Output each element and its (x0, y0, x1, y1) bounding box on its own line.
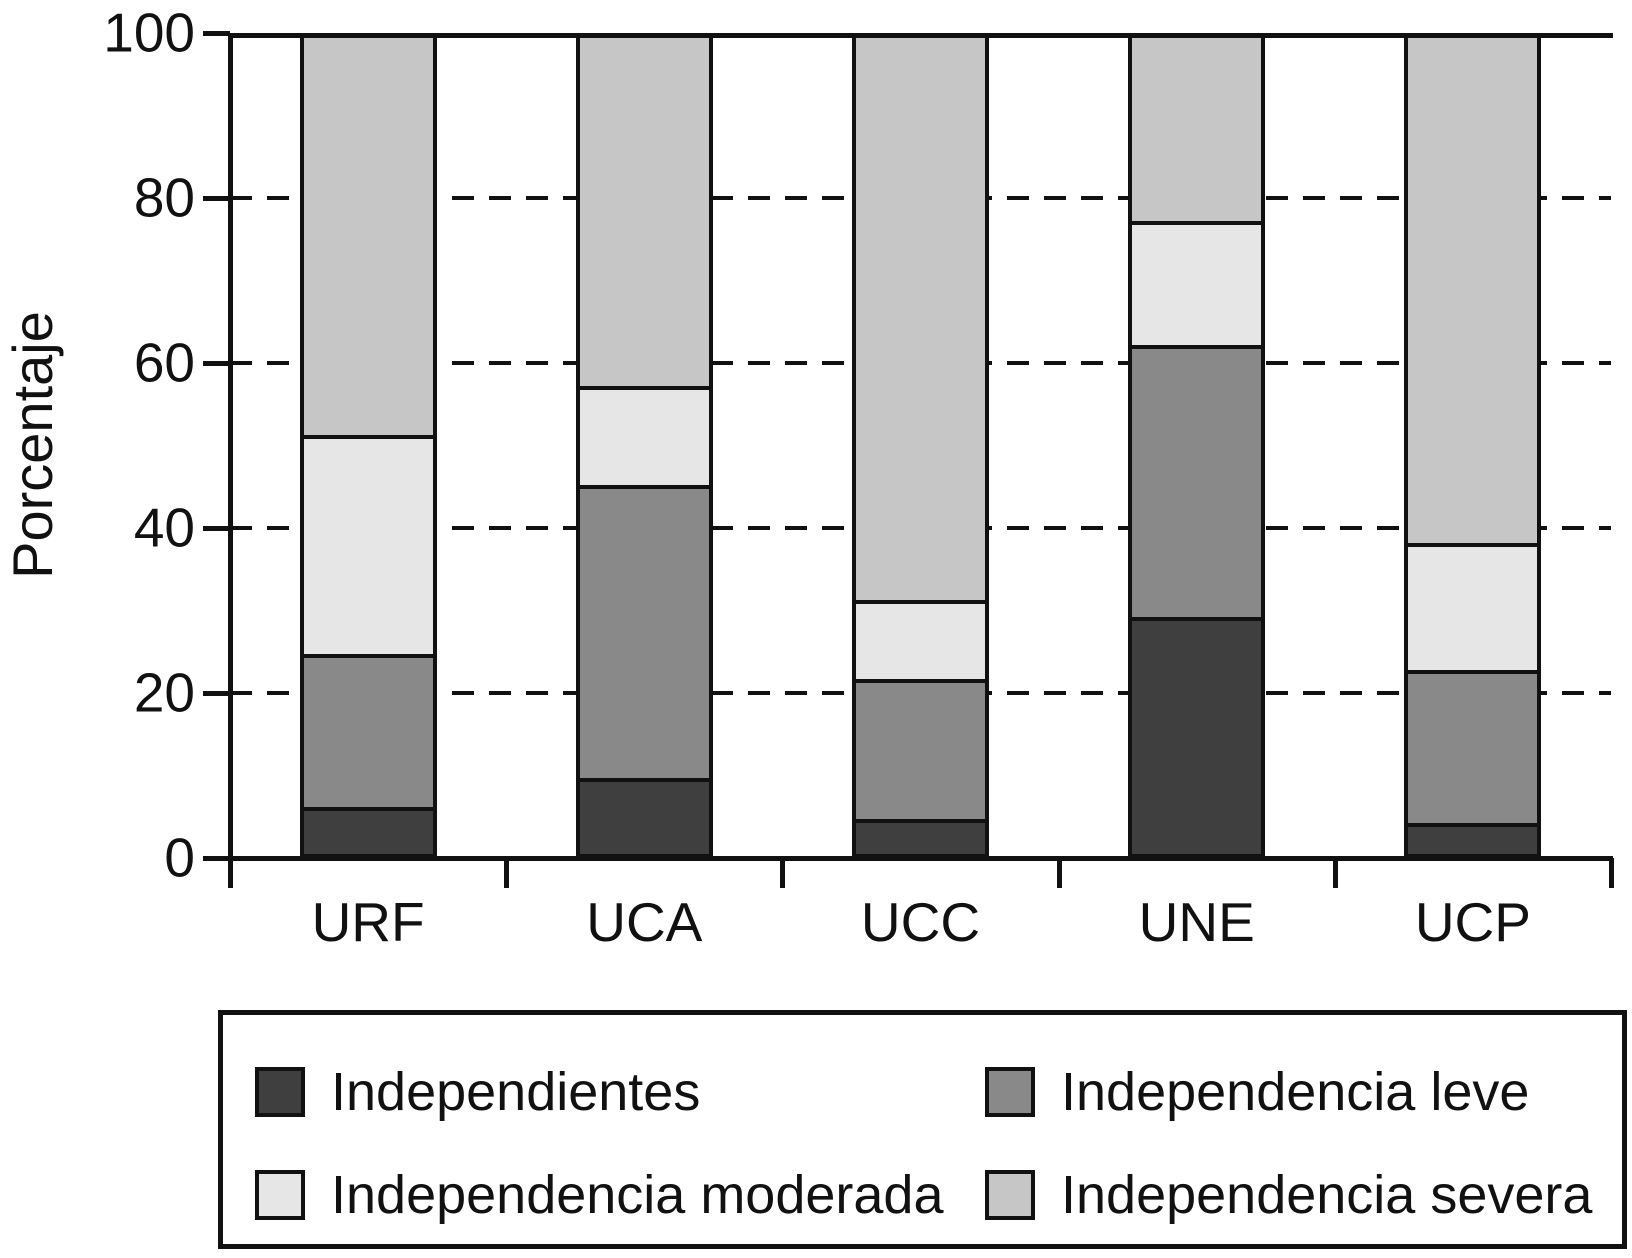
y-tick-label-40: 40 (133, 496, 195, 559)
bar-segment-UNE-2 (1128, 222, 1265, 347)
legend-swatch-icon (255, 1067, 305, 1117)
bar-separator-URF-0 (300, 806, 437, 811)
bar-outline-UCC (852, 33, 989, 858)
bar-outline-UCA (576, 33, 713, 858)
plot-top-line (228, 33, 1613, 38)
x-tick-0 (228, 858, 233, 888)
x-label-UCC: UCC (860, 891, 981, 953)
bar-segment-UCA-2 (576, 387, 713, 487)
legend-box: Independientes Independencia leve Independ… (218, 1010, 1627, 1249)
bar-segment-UCP-2 (1404, 544, 1541, 673)
bar-outline-UNE (1128, 33, 1265, 858)
bar-separator-UCP-0 (1404, 823, 1541, 827)
legend-swatch-icon (255, 1170, 305, 1220)
bar-segment-UCC-2 (852, 602, 989, 681)
bar-separator-UCP-2 (1404, 542, 1541, 547)
bar-segment-UNE-3 (1128, 33, 1265, 223)
legend-swatch-icon (985, 1170, 1035, 1220)
bar-segment-UCA-3 (576, 33, 713, 388)
x-label-UNE: UNE (1138, 891, 1255, 953)
legend-item-0: Independientes (255, 1064, 700, 1120)
bar-segment-URF-3 (300, 33, 437, 438)
bar-segment-UCC-1 (852, 680, 989, 821)
bar-separator-UCC-2 (852, 600, 989, 605)
bar-segment-UCC-0 (852, 820, 989, 858)
bar-segment-UCP-1 (1404, 672, 1541, 825)
bar-separator-UCC-0 (852, 818, 989, 823)
x-tick-4 (1332, 858, 1338, 888)
bar-segment-UNE-0 (1128, 618, 1265, 858)
bar-segment-UCC-3 (852, 33, 989, 603)
bar-segment-UCA-1 (576, 486, 713, 780)
y-tick-label-0: 0 (164, 826, 195, 889)
bar-separator-UCA-0 (576, 777, 713, 782)
y-tick-label-100: 100 (103, 1, 195, 64)
bar-separator-UNE-0 (1128, 616, 1265, 621)
x-label-UCA: UCA (586, 891, 703, 953)
x-label-UCP: UCP (1414, 891, 1531, 953)
x-label-URF: URF (311, 891, 425, 953)
legend-item-2: Independencia moderada (255, 1167, 943, 1223)
bar-segment-UCA-0 (576, 779, 713, 858)
bar-outline-UCP (1404, 33, 1541, 858)
bar-separator-UNE-2 (1128, 220, 1265, 225)
bar-segment-URF-0 (300, 808, 437, 858)
bar-segment-UCP-0 (1404, 825, 1541, 858)
y-tick-60 (203, 361, 230, 366)
bar-segment-UNE-1 (1128, 346, 1265, 619)
bar-segment-UCP-3 (1404, 33, 1541, 545)
x-tick-1 (504, 858, 510, 888)
y-tick-20 (203, 691, 230, 696)
legend-label: Independientes (331, 1062, 701, 1122)
bar-separator-URF-2 (300, 435, 437, 440)
x-tick-3 (1056, 858, 1062, 888)
legend-swatch-icon (985, 1067, 1035, 1117)
x-axis-line (228, 856, 1613, 861)
y-axis-line (228, 33, 233, 888)
legend-item-1: Independencia leve (985, 1064, 1529, 1120)
bar-separator-UNE-1 (1128, 344, 1265, 349)
y-tick-label-20: 20 (133, 661, 195, 724)
y-tick-100 (203, 31, 230, 36)
x-tick-2 (780, 858, 786, 888)
y-tick-label-80: 80 (133, 166, 195, 229)
bar-separator-UCP-1 (1404, 670, 1541, 675)
bar-separator-URF-1 (300, 653, 437, 658)
y-tick-0 (203, 856, 230, 861)
legend-label: Independencia leve (1061, 1062, 1530, 1122)
bar-segment-URF-2 (300, 437, 437, 656)
legend-label: Independencia moderada (331, 1165, 944, 1225)
legend-item-3: Independencia severa (985, 1167, 1592, 1223)
y-tick-80 (203, 196, 230, 201)
bar-separator-UCC-1 (852, 678, 989, 683)
y-tick-40 (203, 526, 230, 531)
y-tick-label-60: 60 (133, 331, 195, 394)
bar-separator-UCA-2 (576, 385, 713, 390)
x-tick-5 (1609, 858, 1614, 888)
bar-outline-URF (300, 33, 437, 858)
bar-segment-URF-1 (300, 655, 437, 809)
legend-label: Independencia severa (1061, 1165, 1593, 1225)
bar-separator-UCA-1 (576, 484, 713, 489)
